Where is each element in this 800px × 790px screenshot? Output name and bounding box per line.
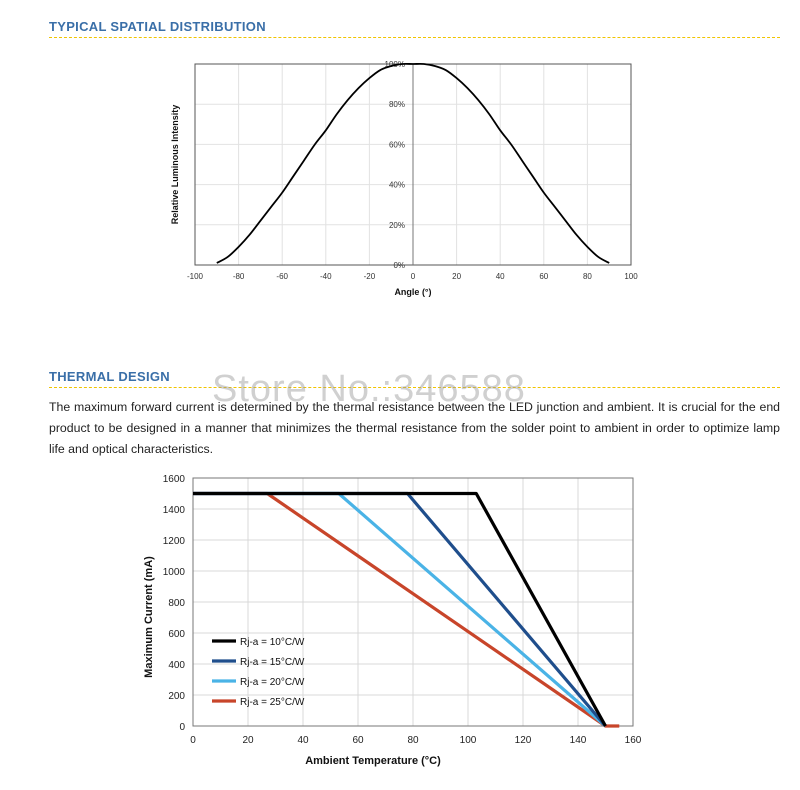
intensity-curve <box>216 62 610 264</box>
y-tick-label: 1600 <box>163 474 186 485</box>
x-tick-label: 20 <box>452 272 461 281</box>
x-tick-label: 100 <box>460 735 477 746</box>
section-divider-spatial <box>49 37 780 38</box>
x-axis-label: Ambient Temperature (°C) <box>305 755 441 767</box>
y-tick-label: 800 <box>168 598 185 609</box>
thermal-derating-chart: 0 20 40 60 80 100 120 140 1600200400600800100012… <box>143 474 642 767</box>
x-tick-label: 140 <box>570 735 587 746</box>
thermal-description: The maximum forward current is determine… <box>49 400 780 456</box>
x-tick-label: -100 <box>187 272 204 281</box>
y-tick-label: 0% <box>393 261 405 270</box>
y-tick-label: 1000 <box>163 567 186 578</box>
legend-label: Rj-a = 10°C/W <box>240 637 305 648</box>
x-tick-label: -40 <box>320 272 332 281</box>
x-tick-label: 100 <box>624 272 638 281</box>
y-tick-label: 20% <box>389 221 405 230</box>
legend-label: Rj-a = 15°C/W <box>240 657 305 668</box>
y-tick-label: 600 <box>168 629 185 640</box>
y-tick-label: 1200 <box>163 536 186 547</box>
legend-label: Rj-a = 25°C/W <box>240 697 305 708</box>
y-tick-label: 60% <box>389 140 405 149</box>
x-tick-label: -20 <box>364 272 376 281</box>
x-tick-label: 120 <box>515 735 532 746</box>
series-line <box>193 491 620 728</box>
section-title-spatial: TYPICAL SPATIAL DISTRIBUTION <box>49 19 266 34</box>
series-line <box>193 491 607 727</box>
x-tick-label: 0 <box>190 735 196 746</box>
x-tick-label: 80 <box>583 272 592 281</box>
x-tick-label: -60 <box>276 272 288 281</box>
legend-label: Rj-a = 20°C/W <box>240 677 305 688</box>
x-tick-label: 60 <box>352 735 364 746</box>
plot-grid <box>192 477 634 727</box>
section-divider-thermal <box>49 387 780 388</box>
x-tick-label: 20 <box>242 735 254 746</box>
y-tick-label: 400 <box>168 660 185 671</box>
y-axis-label: Relative Luminous Intensity <box>170 105 180 225</box>
y-tick-label: 200 <box>168 691 185 702</box>
x-tick-label: 60 <box>539 272 548 281</box>
y-tick-label: 40% <box>389 181 405 190</box>
x-tick-label: 40 <box>496 272 505 281</box>
y-tick-label: 1400 <box>163 505 186 516</box>
series-line <box>193 491 607 728</box>
x-tick-label: -80 <box>233 272 245 281</box>
chart-legend: Rj-a = 10°C/W Rj-a = 15°C/W Rj-a = 20°C/W R… <box>212 637 305 708</box>
y-tick-label: 80% <box>389 100 405 109</box>
spatial-distribution-chart: -100 -80 -60 -40 -20 0 20 40 60 80 100 0% 20% 40% 60% 8… <box>170 60 638 297</box>
x-axis-label: Angle (°) <box>394 287 431 297</box>
x-tick-label: 80 <box>407 735 419 746</box>
series-line <box>193 491 607 728</box>
x-tick-label: 160 <box>625 735 642 746</box>
y-tick-label: 0 <box>179 722 185 733</box>
x-tick-label: 40 <box>297 735 309 746</box>
y-axis-label: Maximum Current (mA) <box>143 556 155 678</box>
plot-frame <box>192 477 634 727</box>
x-tick-label: 0 <box>411 272 416 281</box>
section-title-thermal: THERMAL DESIGN <box>49 369 170 384</box>
